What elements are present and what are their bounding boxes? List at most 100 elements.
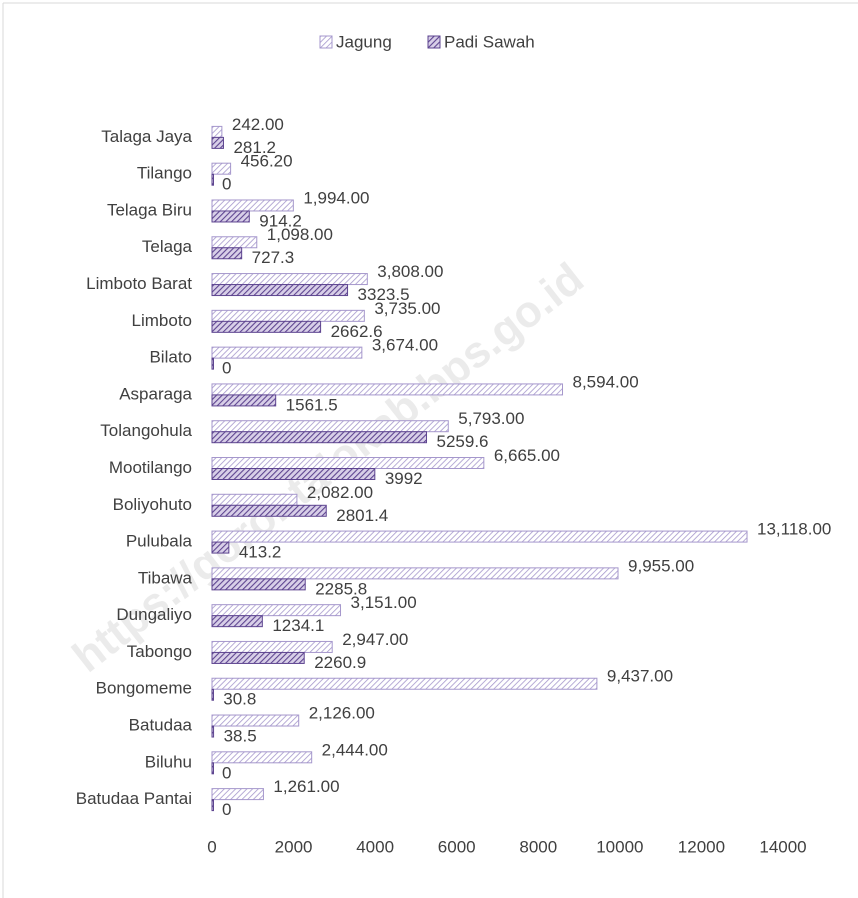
data-label: 3992 xyxy=(385,469,423,488)
y-tick-label: Mootilango xyxy=(109,458,192,477)
data-label: 1,261.00 xyxy=(273,777,339,796)
bar xyxy=(211,394,277,407)
bar xyxy=(211,788,264,801)
bar xyxy=(211,320,322,333)
x-tick-label: 6000 xyxy=(438,837,476,856)
bar xyxy=(211,383,564,396)
x-tick-label: 14000 xyxy=(759,837,806,856)
y-tick-label: Limboto xyxy=(132,311,192,330)
bar xyxy=(211,578,306,591)
x-tick-label: 10000 xyxy=(596,837,643,856)
bar xyxy=(211,457,485,469)
bar xyxy=(211,493,298,506)
bar xyxy=(211,725,215,738)
data-label: 6,665.00 xyxy=(494,446,560,465)
bar xyxy=(211,247,243,260)
legend-swatch xyxy=(427,35,441,49)
data-label: 2801.4 xyxy=(336,506,388,525)
data-label: 2,082.00 xyxy=(307,483,373,502)
data-label: 3323.5 xyxy=(358,285,410,304)
y-tick-label: Boliyohuto xyxy=(113,495,192,514)
bar xyxy=(211,162,232,175)
bar xyxy=(211,284,349,297)
data-label: 5259.6 xyxy=(437,432,489,451)
y-tick-label: Limboto Barat xyxy=(86,274,192,293)
bar xyxy=(211,615,263,628)
data-label: 1234.1 xyxy=(272,616,324,635)
bar xyxy=(211,714,300,727)
data-label: 2,126.00 xyxy=(309,704,375,723)
data-label: 8,594.00 xyxy=(573,372,639,391)
legend-swatch xyxy=(319,35,333,49)
data-label: 2,444.00 xyxy=(322,740,388,759)
y-tick-label: Biluhu xyxy=(145,752,192,771)
bar xyxy=(211,431,428,444)
y-tick-label: Tibawa xyxy=(138,568,193,587)
data-label: 2285.8 xyxy=(315,579,367,598)
data-label: 38.5 xyxy=(224,727,257,746)
bar xyxy=(211,604,342,617)
y-tick-label: Batudaa xyxy=(129,716,193,735)
data-label: 3,735.00 xyxy=(374,299,440,318)
data-label: 1561.5 xyxy=(286,395,338,414)
data-label: 0 xyxy=(222,359,231,378)
bar xyxy=(211,468,376,480)
legend-label: Padi Sawah xyxy=(444,32,535,51)
data-label: 914.2 xyxy=(259,211,302,230)
data-label: 0 xyxy=(222,175,231,194)
y-tick-label: Batudaa Pantai xyxy=(76,789,192,808)
data-label: 0 xyxy=(222,763,231,782)
y-tick-label: Tabongo xyxy=(127,642,192,661)
y-tick-label: Tolangohula xyxy=(100,421,192,440)
bar xyxy=(211,357,214,370)
x-tick-label: 0 xyxy=(207,837,216,856)
y-tick-label: Bongomeme xyxy=(96,679,192,698)
bar xyxy=(211,420,449,433)
y-tick-label: Tilango xyxy=(137,164,192,183)
data-label: 5,793.00 xyxy=(458,409,524,428)
bar xyxy=(211,799,214,812)
data-label: 9,955.00 xyxy=(628,556,694,575)
data-label: 1,994.00 xyxy=(303,188,369,207)
data-label: 242.00 xyxy=(232,115,284,134)
data-label: 281.2 xyxy=(233,138,276,157)
data-label: 9,437.00 xyxy=(607,667,673,686)
y-tick-label: Telaga Biru xyxy=(107,200,192,219)
legend-label: Jagung xyxy=(336,32,392,51)
bar xyxy=(211,210,250,223)
data-label: 0 xyxy=(222,800,231,819)
data-label: 30.8 xyxy=(223,690,256,709)
data-label: 13,118.00 xyxy=(757,520,831,539)
y-tick-label: Talaga Jaya xyxy=(101,127,192,146)
bar xyxy=(211,236,258,249)
bar xyxy=(211,309,365,322)
x-tick-label: 8000 xyxy=(519,837,557,856)
bar xyxy=(211,677,598,690)
x-tick-label: 12000 xyxy=(678,837,725,856)
data-label: 2260.9 xyxy=(314,653,366,672)
bar xyxy=(211,688,214,701)
bar xyxy=(211,125,223,138)
data-label: 413.2 xyxy=(239,543,282,562)
y-tick-label: Dungaliyo xyxy=(116,605,192,624)
data-label: 3,151.00 xyxy=(351,593,417,612)
bar xyxy=(211,651,305,664)
bar xyxy=(211,346,363,359)
data-label: 3,674.00 xyxy=(372,336,438,355)
x-tick-label: 4000 xyxy=(356,837,394,856)
data-label: 2662.6 xyxy=(331,322,383,341)
bar xyxy=(211,273,368,286)
y-tick-label: Pulubala xyxy=(126,532,193,551)
bar xyxy=(211,530,748,543)
data-label: 2,947.00 xyxy=(342,630,408,649)
bar xyxy=(211,136,224,149)
bar xyxy=(211,541,230,554)
x-tick-label: 2000 xyxy=(275,837,313,856)
data-label: 456.20 xyxy=(241,152,293,171)
data-label: 1,098.00 xyxy=(267,225,333,244)
y-tick-label: Asparaga xyxy=(119,384,192,403)
bar xyxy=(211,567,619,580)
y-tick-label: Bilato xyxy=(149,348,192,367)
bar xyxy=(211,199,294,212)
